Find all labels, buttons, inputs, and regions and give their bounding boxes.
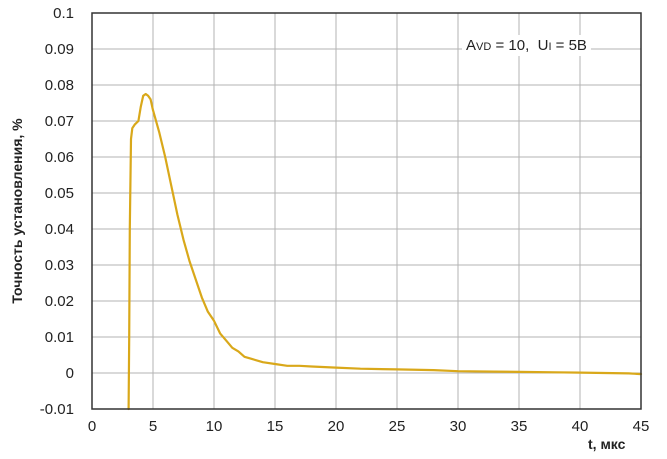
y-tick-label: 0.02 [45, 293, 74, 310]
x-axis-label: t, мкс [588, 436, 626, 452]
x-tick-label: 30 [450, 418, 467, 435]
y-tick-label: -0.01 [40, 401, 74, 418]
y-tick-label: 0.05 [45, 185, 74, 202]
x-tick-label: 40 [572, 418, 589, 435]
annotation-a-letter: A [466, 37, 476, 54]
y-tick-label: 0.03 [45, 257, 74, 274]
y-tick-label: 0.09 [45, 41, 74, 58]
x-tick-labels: 0 5 10 15 20 25 30 35 40 45 [88, 418, 650, 435]
x-tick-label: 15 [267, 418, 284, 435]
y-tick-label: 0 [66, 365, 74, 382]
x-tick-label: 45 [633, 418, 650, 435]
y-axis-label: Точность установления, % [9, 118, 25, 304]
annotation-a-subscript: VD [476, 41, 491, 53]
y-tick-label: 0.04 [45, 221, 74, 238]
y-tick-label: 0.06 [45, 149, 74, 166]
x-tick-label: 25 [389, 418, 406, 435]
x-tick-label: 0 [88, 418, 96, 435]
x-tick-label: 10 [206, 418, 223, 435]
y-tick-label: 0.08 [45, 77, 74, 94]
y-tick-label: 0.07 [45, 113, 74, 130]
gridlines [92, 13, 641, 409]
x-tick-label: 20 [328, 418, 345, 435]
annotation-u-letter: U [538, 37, 549, 54]
x-tick-label: 35 [511, 418, 528, 435]
annotation-background [462, 35, 591, 56]
annotation-a-value: = 10, [491, 37, 537, 54]
y-tick-label: 0.01 [45, 329, 74, 346]
annotation-u-subscript: I [548, 41, 551, 53]
annotation-text: AVD = 10, UI = 5B [466, 37, 587, 54]
parameter-annotation: AVD = 10, UI = 5B [462, 35, 591, 56]
annotation-u-value: = 5B [552, 37, 587, 54]
series-layer [127, 92, 643, 411]
y-tick-label: 0.1 [53, 5, 74, 22]
series-line [127, 92, 643, 411]
y-tick-labels: -0.01 0 0.01 0.02 0.03 0.04 0.05 0.06 0.07 0.08 0.… [40, 5, 74, 418]
plot-frame [91, 12, 642, 410]
x-tick-label: 5 [149, 418, 157, 435]
